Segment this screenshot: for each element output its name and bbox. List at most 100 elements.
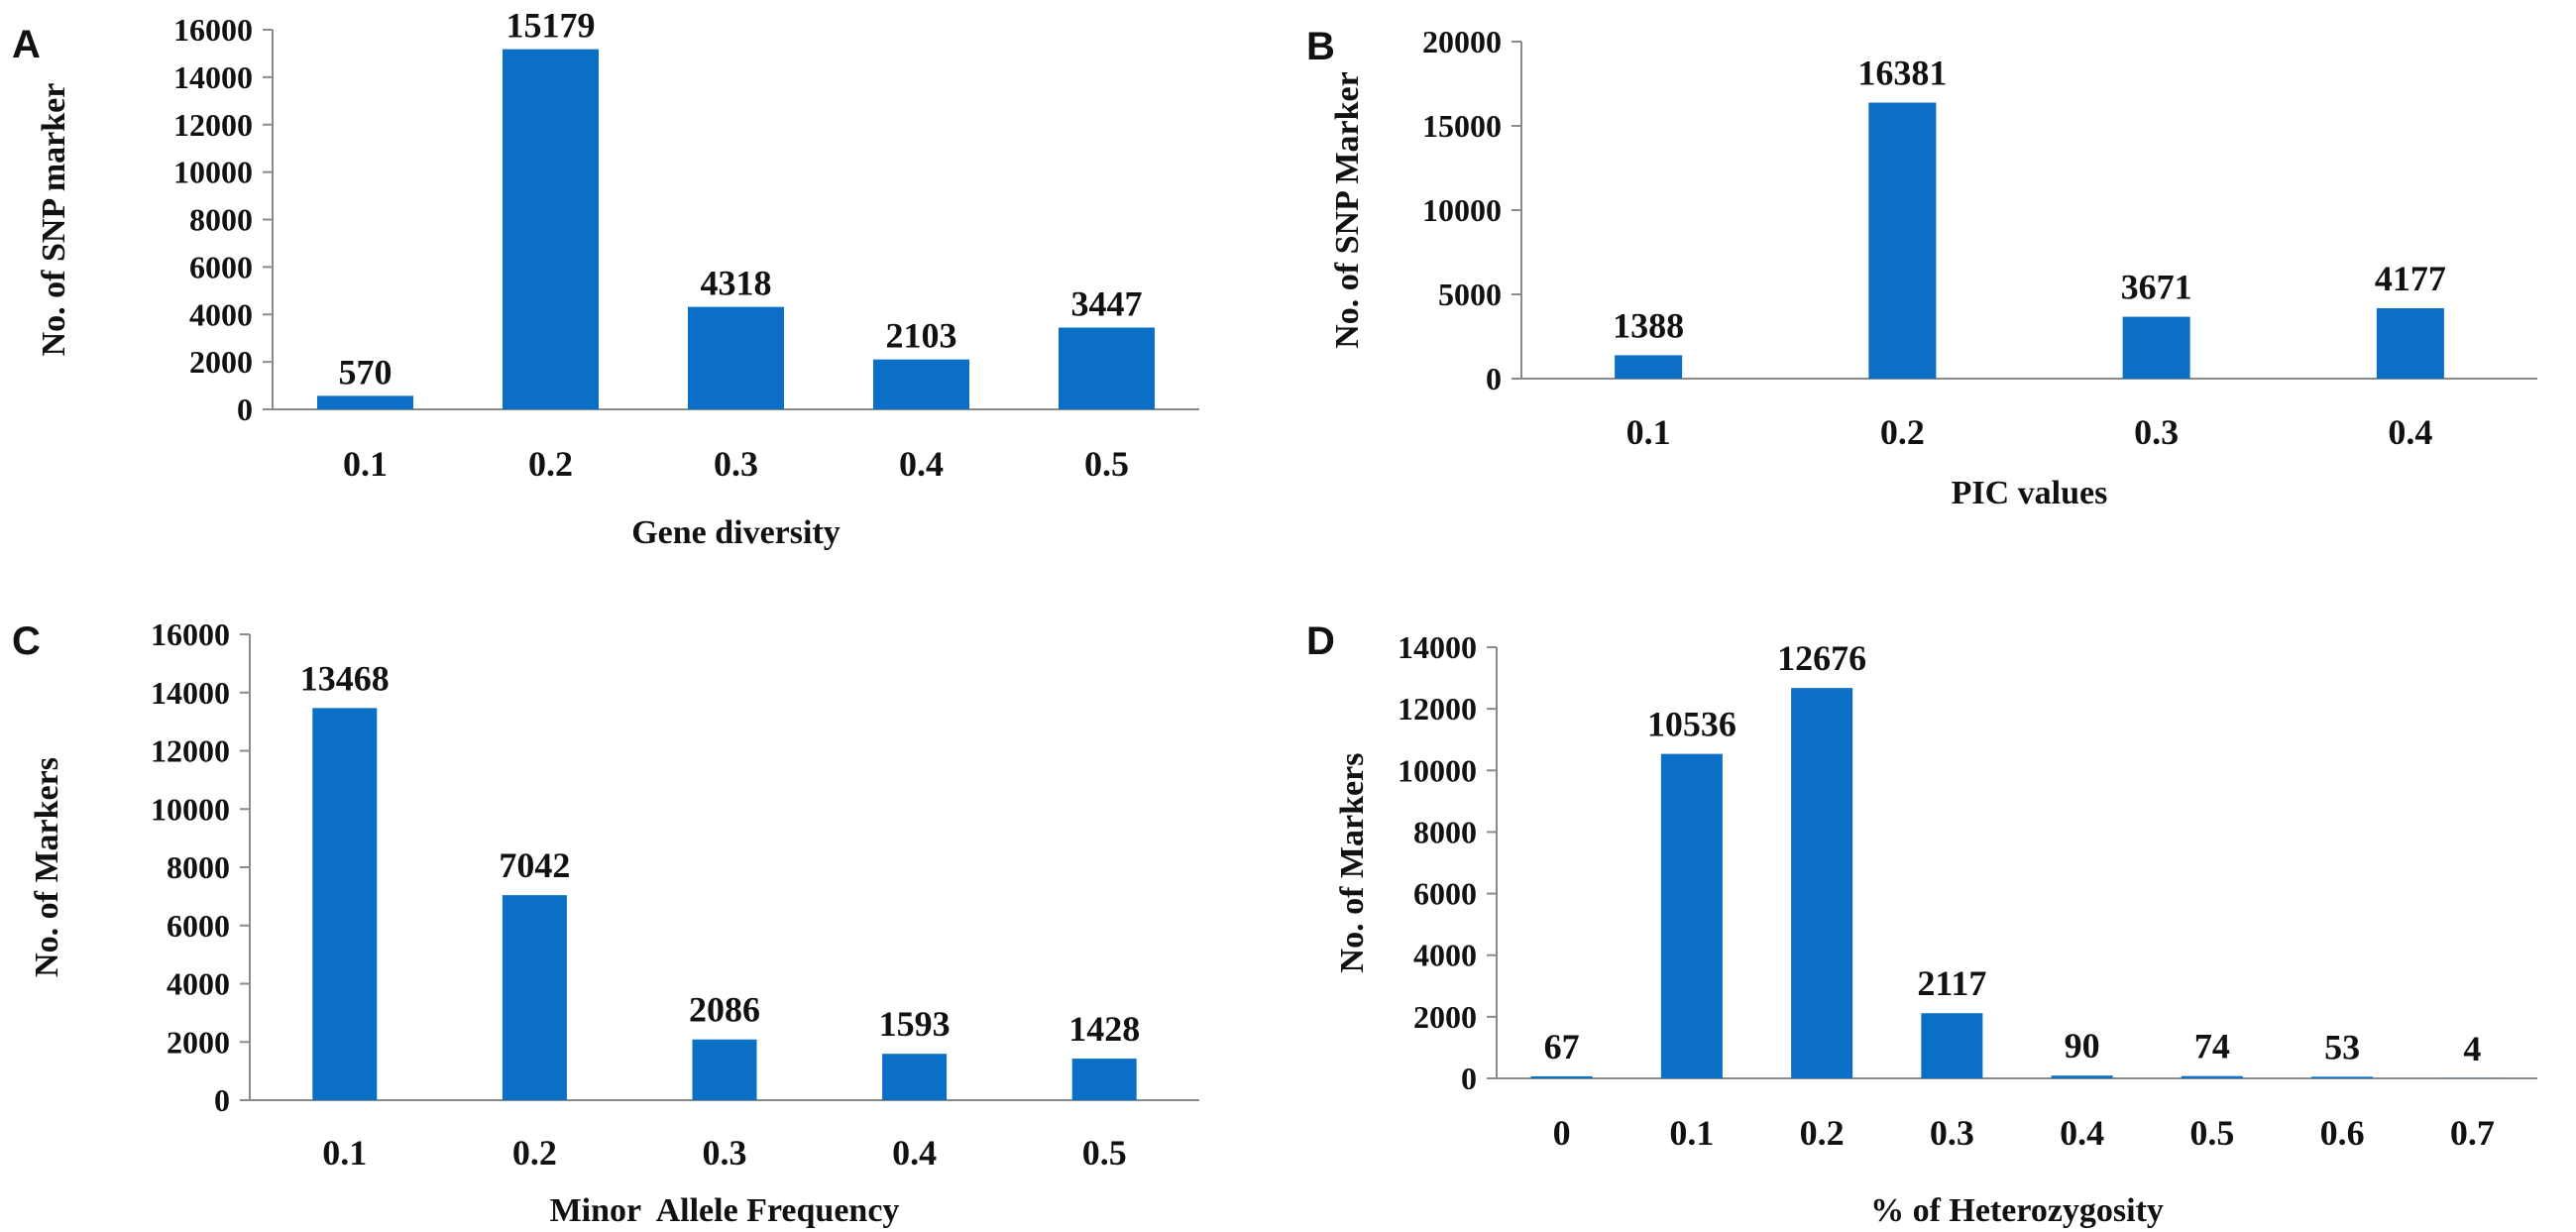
y-tick-label: 16000 (173, 12, 253, 48)
x-tick-label: 0.2 (512, 1133, 557, 1173)
data-label: 15179 (506, 6, 596, 46)
data-label: 7042 (499, 845, 570, 885)
x-tick-label: 0.5 (1082, 1133, 1127, 1173)
x-tick-label: 0.4 (899, 444, 944, 484)
data-label: 1593 (879, 1004, 951, 1044)
data-label: 2086 (689, 990, 760, 1030)
y-tick-label: 20000 (1422, 24, 1502, 59)
y-tick-label: 16000 (151, 616, 230, 652)
data-label: 90 (2065, 1026, 2100, 1065)
bar (2181, 1075, 2243, 1078)
x-tick-label: 0.7 (2450, 1113, 2495, 1153)
y-tick-label: 6000 (1413, 876, 1477, 912)
x-tick-label: 0.1 (1669, 1113, 1714, 1153)
x-tick-label: 0.5 (2189, 1113, 2234, 1153)
y-tick-label: 14000 (1398, 629, 1477, 665)
x-tick-label: 0.4 (2388, 412, 2432, 452)
bar (2122, 316, 2190, 379)
bar (2311, 1076, 2374, 1078)
x-axis-title: Minor Allele Frequency (550, 1192, 900, 1229)
bar (1868, 102, 1937, 379)
bar (1660, 753, 1723, 1078)
x-tick-label: 0.3 (714, 444, 758, 484)
y-axis-title: No. of Markers (29, 757, 65, 977)
x-tick-label: 0.2 (1800, 1113, 1845, 1153)
y-axis-title: No. of SNP Marker (1329, 71, 1366, 349)
y-tick-label: 0 (1461, 1061, 1477, 1096)
data-label: 16381 (1857, 54, 1947, 93)
y-tick-label: 4000 (167, 966, 230, 1002)
y-tick-label: 10000 (1398, 752, 1477, 788)
chart-panel-c: C 0 2000 4000 6000 8000 10000 12000 14000 16000 13… (12, 616, 1199, 1229)
data-label: 1428 (1068, 1009, 1140, 1049)
y-tick-label: 5000 (1438, 277, 1502, 312)
y-tick-label: 12000 (173, 107, 253, 143)
x-tick-label: 0 (1553, 1113, 1571, 1153)
bar (502, 895, 567, 1100)
data-label: 67 (1544, 1027, 1580, 1066)
panel-letter: A (12, 23, 41, 66)
x-tick-label: 0.5 (1084, 444, 1129, 484)
x-axis-title: Gene diversity (631, 514, 840, 551)
bar (882, 1054, 948, 1100)
panel-letter: C (12, 619, 41, 663)
y-tick-label: 12000 (1398, 691, 1477, 727)
data-label: 74 (2194, 1027, 2230, 1066)
y-tick-label: 8000 (1413, 814, 1477, 849)
data-label: 4318 (701, 264, 772, 303)
bar (1921, 1013, 1983, 1078)
y-tick-label: 2000 (167, 1024, 230, 1060)
panel-letter: D (1306, 619, 1335, 663)
bar (312, 708, 378, 1100)
y-tick-label: 10000 (1422, 192, 1502, 228)
y-axis-title: No. of SNP marker (36, 83, 72, 357)
y-tick-label: 10000 (151, 791, 230, 827)
x-tick-label: 0.2 (1880, 412, 1925, 452)
x-tick-label: 0.3 (1930, 1113, 1974, 1153)
x-tick-label: 0.2 (528, 444, 573, 484)
x-axis-title: % of Heterozygosity (1870, 1192, 2164, 1229)
x-tick-label: 0.4 (892, 1133, 937, 1173)
chart-panel-d: D 0 2000 4000 6000 8000 10000 12000 14000 67 0 1053… (1306, 619, 2537, 1229)
y-tick-label: 6000 (167, 908, 230, 944)
y-tick-label: 2000 (1413, 999, 1477, 1035)
y-tick-label: 2000 (189, 344, 253, 380)
x-tick-label: 0.1 (322, 1133, 367, 1173)
bar (2376, 307, 2444, 379)
data-label: 3447 (1071, 283, 1143, 323)
y-tick-label: 0 (214, 1082, 230, 1118)
bar (692, 1039, 757, 1100)
y-tick-label: 12000 (151, 733, 230, 769)
y-tick-label: 0 (1486, 361, 1502, 396)
x-tick-label: 0.4 (2060, 1113, 2104, 1153)
x-axis-title: PIC values (1952, 475, 2108, 511)
y-tick-label: 15000 (1422, 108, 1502, 144)
data-label: 13468 (300, 658, 390, 698)
x-tick-label: 0.6 (2320, 1113, 2365, 1153)
chart-panel-a: A 0 2000 4000 6000 8000 10000 12000 14000 16000 57… (12, 6, 1199, 551)
bar (503, 49, 599, 410)
y-tick-label: 10000 (173, 155, 253, 190)
bar (1791, 688, 1853, 1078)
y-tick-label: 4000 (189, 296, 253, 332)
y-tick-label: 6000 (189, 249, 253, 284)
y-tick-label: 14000 (173, 59, 253, 95)
y-tick-label: 8000 (189, 202, 253, 238)
bar (1615, 355, 1683, 379)
x-tick-label: 0.3 (703, 1133, 747, 1173)
x-tick-label: 0.3 (2134, 412, 2179, 452)
panel-letter: B (1306, 25, 1335, 68)
y-tick-label: 0 (237, 392, 253, 427)
data-label: 1388 (1613, 305, 1684, 345)
x-tick-label: 0.1 (343, 444, 388, 484)
data-label: 10536 (1647, 705, 1736, 744)
data-label: 4 (2463, 1029, 2481, 1068)
y-tick-label: 8000 (167, 849, 230, 885)
data-label: 2103 (886, 316, 957, 356)
bar (2051, 1075, 2113, 1078)
chart-panel-b: B 0 5000 10000 15000 20000 1388 0.1 16381 0.2 3671… (1306, 24, 2537, 511)
bar (1530, 1075, 1593, 1078)
bar (873, 359, 969, 409)
bar (1071, 1059, 1137, 1100)
